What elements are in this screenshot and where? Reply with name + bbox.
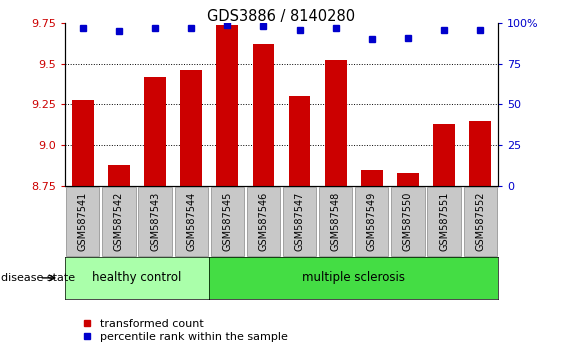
FancyBboxPatch shape: [463, 187, 497, 256]
FancyBboxPatch shape: [211, 187, 244, 256]
Text: GSM587546: GSM587546: [258, 192, 269, 251]
FancyBboxPatch shape: [355, 187, 388, 256]
Bar: [361, 170, 383, 186]
Text: GSM587551: GSM587551: [439, 192, 449, 251]
Bar: [253, 44, 274, 186]
Bar: [289, 96, 310, 186]
FancyBboxPatch shape: [427, 187, 461, 256]
Text: GSM587542: GSM587542: [114, 192, 124, 251]
Bar: [180, 70, 202, 186]
Text: GSM587544: GSM587544: [186, 192, 196, 251]
FancyBboxPatch shape: [175, 187, 208, 256]
FancyBboxPatch shape: [138, 187, 172, 256]
Bar: [434, 124, 455, 186]
Text: GSM587545: GSM587545: [222, 192, 233, 251]
Bar: [108, 165, 129, 186]
Text: GSM587543: GSM587543: [150, 192, 160, 251]
Bar: [325, 61, 347, 186]
Legend: transformed count, percentile rank within the sample: transformed count, percentile rank withi…: [79, 314, 292, 347]
FancyBboxPatch shape: [102, 187, 136, 256]
Bar: [470, 121, 491, 186]
Text: GSM587541: GSM587541: [78, 192, 88, 251]
Text: healthy control: healthy control: [92, 272, 182, 284]
Text: GSM587550: GSM587550: [403, 192, 413, 251]
FancyBboxPatch shape: [247, 187, 280, 256]
Text: multiple sclerosis: multiple sclerosis: [302, 272, 405, 284]
FancyBboxPatch shape: [391, 187, 425, 256]
Text: GSM587547: GSM587547: [294, 192, 305, 251]
Text: GSM587548: GSM587548: [330, 192, 341, 251]
FancyBboxPatch shape: [283, 187, 316, 256]
Text: GSM587552: GSM587552: [475, 192, 485, 251]
Text: GDS3886 / 8140280: GDS3886 / 8140280: [207, 9, 356, 24]
Bar: [216, 25, 238, 186]
FancyBboxPatch shape: [319, 187, 352, 256]
Bar: [397, 173, 419, 186]
Bar: [72, 99, 93, 186]
Bar: [144, 77, 166, 186]
FancyBboxPatch shape: [66, 187, 100, 256]
Text: disease state: disease state: [1, 273, 75, 283]
Text: GSM587549: GSM587549: [367, 192, 377, 251]
